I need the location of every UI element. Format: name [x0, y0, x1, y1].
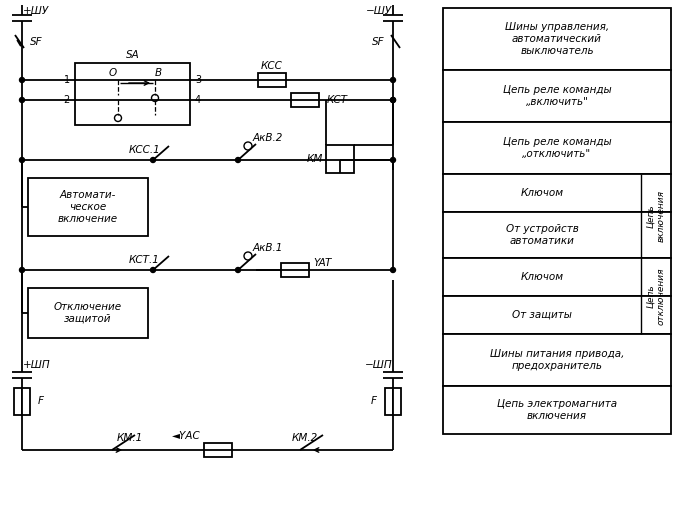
Bar: [443, 334, 671, 386]
Bar: [443, 122, 671, 174]
Circle shape: [151, 267, 155, 272]
Text: КСТ: КСТ: [327, 95, 348, 105]
Bar: [443, 258, 671, 296]
Text: Цепь реле команды
„включить": Цепь реле команды „включить": [503, 85, 612, 107]
Text: КМ: КМ: [306, 154, 323, 164]
Text: Автомати-
ческое
включение: Автомати- ческое включение: [58, 191, 118, 224]
Circle shape: [391, 98, 396, 103]
Text: КСТ.1: КСТ.1: [129, 255, 160, 265]
Bar: [443, 174, 671, 212]
Text: Отключение
защитой: Отключение защитой: [54, 302, 122, 324]
Text: Цепь
отключения: Цепь отключения: [646, 267, 666, 325]
Bar: [281, 263, 309, 277]
Text: КМ.1: КМ.1: [117, 433, 143, 443]
Text: Ключом: Ключом: [520, 188, 564, 198]
Bar: [443, 386, 671, 434]
Text: Цепь реле команды
„отключить": Цепь реле команды „отключить": [503, 137, 612, 159]
Text: Шины питания привода,
предохранитель: Шины питания привода, предохранитель: [490, 349, 624, 371]
Circle shape: [391, 157, 396, 162]
Text: Цепь
включения: Цепь включения: [646, 190, 666, 242]
Text: −ШУ: −ШУ: [366, 6, 392, 16]
Text: КСС.1: КСС.1: [128, 145, 160, 155]
Circle shape: [151, 157, 155, 162]
Bar: [258, 73, 286, 87]
Bar: [28, 178, 148, 236]
Text: +ШП: +ШП: [23, 360, 51, 370]
Text: Ключом: Ключом: [520, 272, 564, 282]
Bar: [14, 388, 22, 415]
Text: +ШУ: +ШУ: [23, 6, 49, 16]
Text: Шины управления,
автоматический
выключатель: Шины управления, автоматический выключат…: [505, 22, 609, 56]
Text: YAT: YAT: [313, 258, 331, 268]
Text: АкВ.2: АкВ.2: [253, 133, 284, 143]
Bar: [204, 443, 232, 457]
Text: O: O: [109, 68, 117, 78]
Text: 4: 4: [195, 95, 201, 105]
Bar: [443, 70, 671, 122]
Text: От защиты: От защиты: [512, 310, 572, 320]
Circle shape: [391, 267, 396, 272]
Text: КМ.2: КМ.2: [292, 433, 318, 443]
Text: SF: SF: [30, 37, 43, 47]
Circle shape: [236, 157, 240, 162]
Circle shape: [20, 267, 24, 272]
Circle shape: [236, 267, 240, 272]
Bar: [291, 93, 319, 107]
Bar: [443, 8, 671, 70]
Text: От устройств
автоматики: От устройств автоматики: [506, 224, 578, 246]
Circle shape: [20, 157, 24, 162]
Text: 2: 2: [63, 95, 70, 105]
Text: SA: SA: [126, 50, 139, 60]
Text: КСС: КСС: [261, 61, 283, 71]
Bar: [22, 388, 30, 415]
Circle shape: [391, 98, 396, 103]
Text: 3: 3: [195, 75, 201, 85]
Text: F: F: [38, 397, 44, 406]
Bar: [326, 145, 354, 173]
Text: SF: SF: [373, 37, 385, 47]
Bar: [75, 63, 190, 125]
Text: F: F: [371, 397, 377, 406]
Circle shape: [391, 78, 396, 82]
Text: ◄YАС: ◄YАС: [172, 431, 201, 441]
Bar: [385, 388, 393, 415]
Text: −ШП: −ШП: [364, 360, 392, 370]
Text: 1: 1: [64, 75, 70, 85]
Bar: [28, 288, 148, 338]
Bar: [443, 296, 671, 334]
Text: B: B: [155, 68, 161, 78]
Circle shape: [20, 98, 24, 103]
Bar: [393, 388, 401, 415]
Bar: [443, 212, 671, 258]
Text: АкВ.1: АкВ.1: [253, 243, 284, 253]
Circle shape: [20, 78, 24, 82]
Text: Цепь электромагнита
включения: Цепь электромагнита включения: [497, 399, 617, 421]
